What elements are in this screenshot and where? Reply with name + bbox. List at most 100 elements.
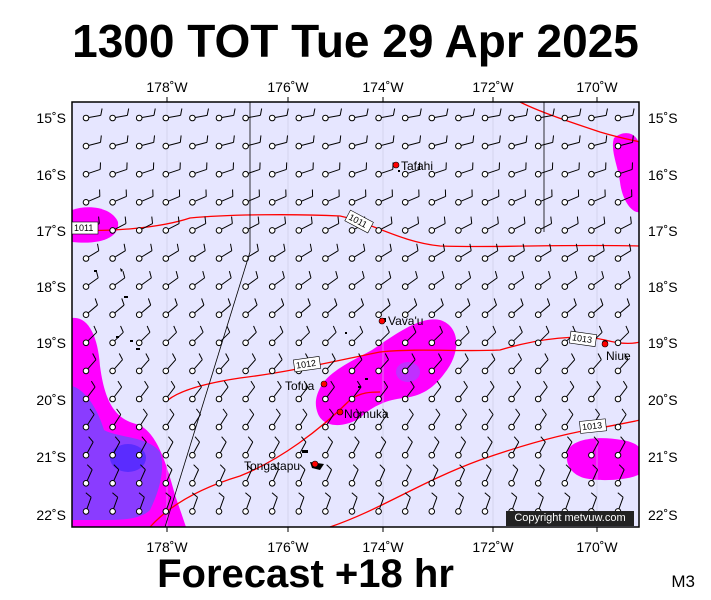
wind-barb-feather xyxy=(574,270,578,278)
wind-barb-station xyxy=(455,367,462,375)
map-frame xyxy=(71,101,640,528)
wind-barb-station xyxy=(295,142,303,150)
wind-barb-station xyxy=(162,395,170,403)
forecast-hour-label: Forecast +18 hr xyxy=(157,552,454,596)
wind-barb-station xyxy=(215,480,223,487)
wind-barb-feather xyxy=(330,380,335,388)
wind-barb-station xyxy=(534,423,542,431)
wind-barb-station xyxy=(215,170,223,178)
wind-barb-feather xyxy=(624,353,629,360)
wind-barb-station xyxy=(508,283,515,290)
wind-barb-feather xyxy=(246,464,253,470)
wind-barbs xyxy=(82,108,635,515)
wind-barb-feather xyxy=(206,108,209,116)
wind-barb-station xyxy=(242,227,249,234)
wind-barb-feather xyxy=(622,380,628,388)
wind-barb-station xyxy=(189,339,196,347)
wind-barb-station xyxy=(109,199,116,206)
wind-barb-station xyxy=(508,311,515,319)
wind-barb-station xyxy=(348,339,356,347)
wind-barb-feather xyxy=(222,408,228,415)
wind-barb-station xyxy=(82,339,90,347)
wind-barb-feather xyxy=(522,243,525,251)
wind-barb-station xyxy=(135,395,143,403)
wind-barb-station xyxy=(322,170,329,178)
wind-barb-station xyxy=(215,283,223,290)
rain-areas xyxy=(72,133,639,527)
wind-barb-feather xyxy=(94,298,98,306)
wind-barb-feather xyxy=(434,436,440,443)
wind-barb-feather xyxy=(593,436,599,443)
wind-barb-station xyxy=(82,451,90,459)
wind-barb-station xyxy=(614,199,622,206)
wind-barb-station xyxy=(322,451,329,459)
wind-barb-feather xyxy=(512,464,519,470)
wind-barb-feather xyxy=(228,270,232,278)
wind-barb-feather xyxy=(621,408,627,415)
wind-barb-station xyxy=(268,170,276,178)
wind-barb-feather xyxy=(93,325,98,333)
wind-barb-station xyxy=(109,114,116,122)
wind-barb-station xyxy=(401,283,409,290)
wind-barb-station xyxy=(614,227,622,234)
wind-barb-station xyxy=(481,480,489,487)
wind-barb-feather xyxy=(328,408,334,415)
wind-barb-station xyxy=(428,227,436,234)
wind-barb-station xyxy=(614,367,622,375)
wind-barb-feather xyxy=(121,298,125,306)
wind-barb-station xyxy=(268,395,276,403)
lat-label-right-21s: 21˚S xyxy=(648,449,678,465)
wind-barb-station xyxy=(268,227,276,234)
wind-barb-feather xyxy=(95,270,99,278)
wind-barb-feather xyxy=(463,380,468,388)
wind-barb-feather xyxy=(492,325,497,333)
wind-barb-station xyxy=(215,255,223,262)
wind-barb-feather xyxy=(472,108,475,116)
wind-barb-station xyxy=(401,114,409,122)
wind-barb-feather xyxy=(386,325,390,333)
wind-barb-station xyxy=(375,142,382,150)
wind-barb-feather xyxy=(419,108,422,116)
wind-barb-station xyxy=(348,395,356,403)
wind-barb-feather xyxy=(496,243,499,251)
wind-barb-station xyxy=(322,311,329,319)
wind-barb-station xyxy=(295,311,303,319)
wind-barb-feather xyxy=(257,216,260,224)
wind-barb-feather xyxy=(302,408,308,415)
wind-barb-station xyxy=(401,395,409,403)
wind-barb-station xyxy=(242,170,249,178)
wind-barb-station xyxy=(561,142,569,150)
wind-barb-feather xyxy=(511,492,518,498)
wind-barb-station xyxy=(162,170,170,178)
wind-barb-station xyxy=(375,255,382,262)
wind-barb-station xyxy=(561,227,569,234)
wind-barb-station xyxy=(455,255,462,262)
wind-barb-station xyxy=(322,508,329,515)
lon-label-bottom-170w: 170˚W xyxy=(576,539,618,555)
wind-barb-station xyxy=(375,423,382,431)
wind-barb-feather xyxy=(541,408,547,415)
wind-barb-feather xyxy=(419,135,422,143)
wind-barb-station xyxy=(189,508,196,515)
wind-barb-station xyxy=(82,142,90,150)
wind-barb-feather xyxy=(497,216,499,224)
wind-barb-station xyxy=(534,283,542,290)
wind-barb-feather xyxy=(150,243,153,251)
wind-barb-feather xyxy=(259,135,262,143)
wind-barb-feather xyxy=(114,436,121,443)
wind-barb-station xyxy=(189,255,196,262)
wind-barb-feather xyxy=(597,353,602,360)
wind-barb-station xyxy=(82,480,90,487)
wind-barb-station xyxy=(189,170,196,178)
wind-barb-feather xyxy=(605,108,608,116)
wind-barb-station xyxy=(534,395,542,403)
wind-barb-station xyxy=(242,199,249,206)
wind-barb-station xyxy=(455,480,462,487)
wind-barb-feather xyxy=(274,436,280,443)
lat-label-left-19s: 19˚S xyxy=(36,335,66,351)
wind-barb-station xyxy=(162,480,170,487)
wind-barb-feather xyxy=(170,380,176,388)
wind-barb-station xyxy=(375,283,382,290)
wind-barb-station xyxy=(322,283,329,290)
wind-barb-feather xyxy=(98,216,100,224)
